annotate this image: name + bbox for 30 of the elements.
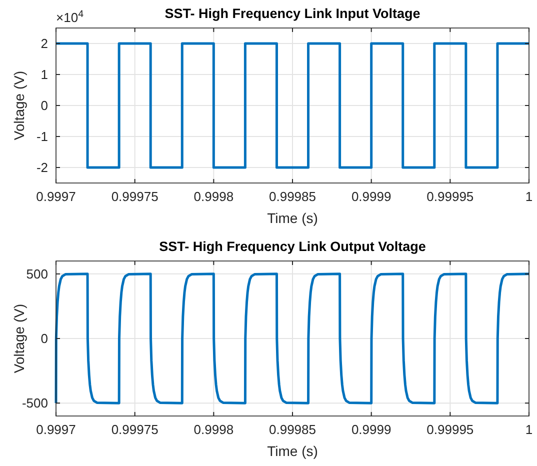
x-tick-label: 0.99985 [269, 422, 316, 437]
y-tick-label: -1 [36, 129, 48, 144]
chart-title: SST- High Frequency Link Input Voltage [164, 6, 421, 21]
x-tick-label: 0.9999 [351, 189, 392, 204]
x-tick-label: 0.99995 [426, 189, 474, 204]
y-axis-title: Voltage (V) [11, 304, 27, 374]
x-axis-title: Time (s) [267, 443, 318, 459]
y-tick-label: -2 [36, 160, 48, 175]
x-tick-label: 0.9997 [36, 422, 76, 437]
y-axis-title: Voltage (V) [11, 70, 27, 140]
x-tick-label: 1 [525, 189, 533, 204]
line-series [54, 272, 530, 404]
x-tick-label: 1 [525, 422, 533, 437]
y-tick-label: 0 [40, 331, 48, 346]
x-tick-label: 0.9999 [351, 422, 392, 437]
x-tick-label: 0.99975 [111, 189, 158, 204]
y-tick-label: 500 [26, 266, 48, 282]
x-tick-label: 0.9998 [194, 189, 234, 204]
y-tick-label: 2 [40, 36, 48, 51]
x-tick-label: 0.99995 [426, 422, 474, 437]
text: ×10$^{4}$ [56, 8, 84, 25]
x-tick-label: 0.9998 [194, 422, 234, 437]
y-tick-label: 1 [40, 67, 48, 82]
y-tick-label: -500 [22, 396, 48, 411]
x-tick-label: 0.9997 [36, 189, 76, 204]
x-tick-label: 0.99975 [111, 422, 158, 437]
x-axis-title: Time (s) [267, 210, 318, 226]
chart-title: SST- High Frequency Link Output Voltage [159, 239, 426, 254]
x-tick-label: 0.99985 [269, 189, 316, 204]
y-tick-label: 0 [40, 98, 48, 113]
